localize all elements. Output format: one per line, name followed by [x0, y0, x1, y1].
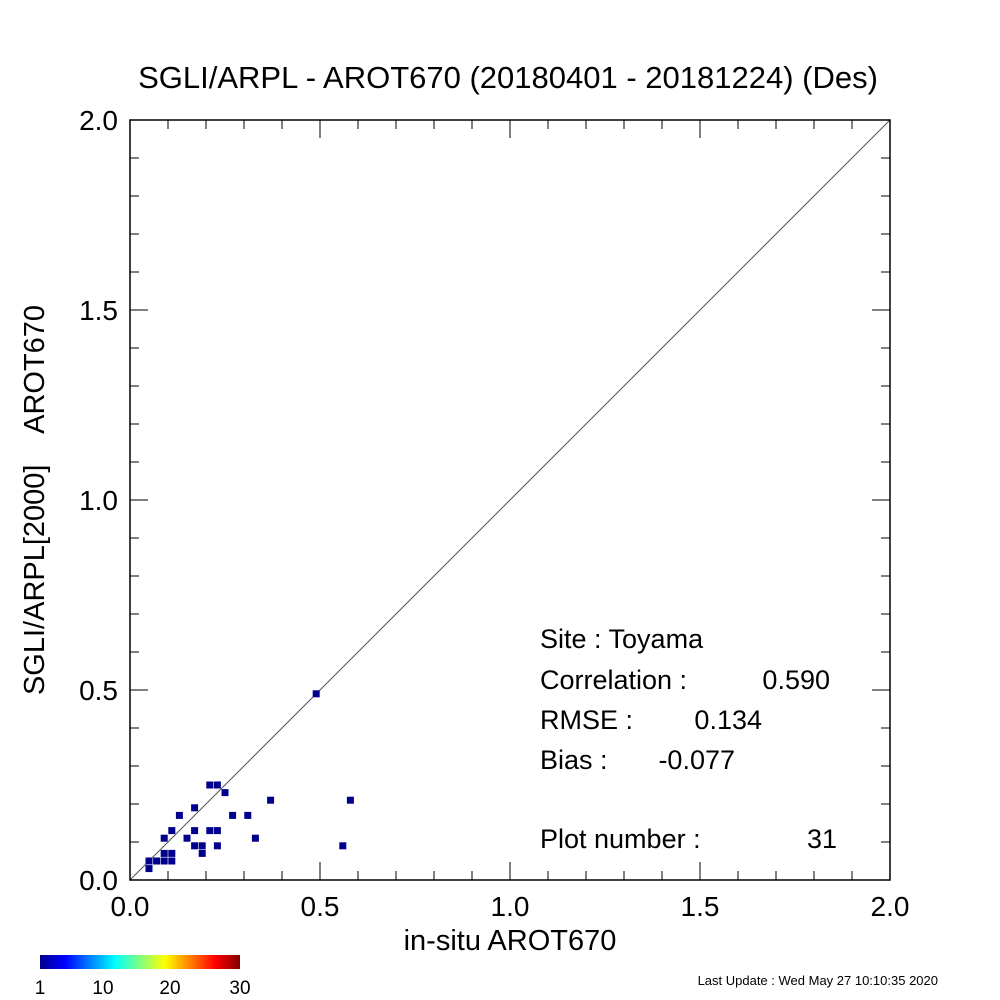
data-point [346, 796, 354, 804]
x-tick-labels: 0.0 0.5 1.0 1.5 2.0 [111, 891, 910, 922]
data-point [206, 827, 214, 835]
axis-ticks [129, 119, 891, 881]
data-point [145, 865, 153, 873]
data-point [191, 842, 199, 850]
data-point [191, 827, 199, 835]
colorbar-label: 30 [229, 978, 250, 999]
rmse-label: RMSE : [540, 705, 633, 735]
colorbar-label: 20 [159, 978, 180, 999]
y-tick-label: 2.0 [79, 105, 118, 136]
data-point [229, 811, 237, 819]
data-point [198, 849, 206, 857]
colorbar-label: 1 [35, 978, 46, 999]
data-point [251, 834, 259, 842]
data-point [267, 796, 275, 804]
data-point [312, 690, 320, 698]
rmse-value: 0.134 [694, 705, 762, 735]
x-tick-label: 2.0 [871, 891, 910, 922]
x-tick-label: 0.5 [301, 891, 340, 922]
data-point [339, 842, 347, 850]
y-tick-labels: 0.0 0.5 1.0 1.5 2.0 [79, 105, 118, 896]
y-axis-label: SGLI/ARPL[2000] AROT670 [19, 305, 51, 695]
correlation-value: 0.590 [762, 665, 830, 695]
x-tick-label: 1.0 [491, 891, 530, 922]
data-point [213, 827, 221, 835]
y-tick-label: 1.5 [79, 295, 118, 326]
data-point [175, 811, 183, 819]
chart-title: SGLI/ARPL - AROT670 (20180401 - 20181224… [138, 60, 878, 95]
data-point [206, 781, 214, 789]
correlation-label: Correlation : [540, 665, 687, 695]
data-points [145, 690, 354, 873]
plot-number-value: 31 [807, 824, 837, 854]
data-point [198, 842, 206, 850]
data-point [213, 842, 221, 850]
y-tick-label: 1.0 [79, 485, 118, 516]
bias-label: Bias : [540, 745, 608, 775]
data-point [168, 827, 176, 835]
one-to-one-line [129, 119, 891, 881]
data-point [191, 804, 199, 812]
data-point [145, 857, 153, 865]
data-point [213, 781, 221, 789]
y-tick-label: 0.0 [79, 865, 118, 896]
stats-box: Site : Toyama Correlation : 0.590 RMSE :… [540, 624, 837, 854]
data-point [183, 834, 191, 842]
colorbar-label: 10 [92, 978, 113, 999]
colorbar-labels: 1 10 20 30 [35, 978, 251, 999]
x-axis-label: in-situ AROT670 [404, 925, 617, 957]
site-label: Site : Toyama [540, 624, 704, 654]
y-tick-label: 0.5 [79, 675, 118, 706]
plot-area [129, 119, 891, 881]
data-point [168, 849, 176, 857]
data-point [160, 834, 168, 842]
x-tick-label: 1.5 [681, 891, 720, 922]
last-update: Last Update : Wed May 27 10:10:35 2020 [698, 973, 938, 988]
data-point [160, 849, 168, 857]
data-point [153, 857, 161, 865]
data-point [221, 789, 229, 797]
data-point [244, 811, 252, 819]
bias-value: -0.077 [658, 745, 735, 775]
data-point [160, 857, 168, 865]
x-tick-label: 0.0 [111, 891, 150, 922]
colorbar [40, 955, 240, 969]
plot-number-label: Plot number : [540, 824, 701, 854]
data-point [168, 857, 176, 865]
